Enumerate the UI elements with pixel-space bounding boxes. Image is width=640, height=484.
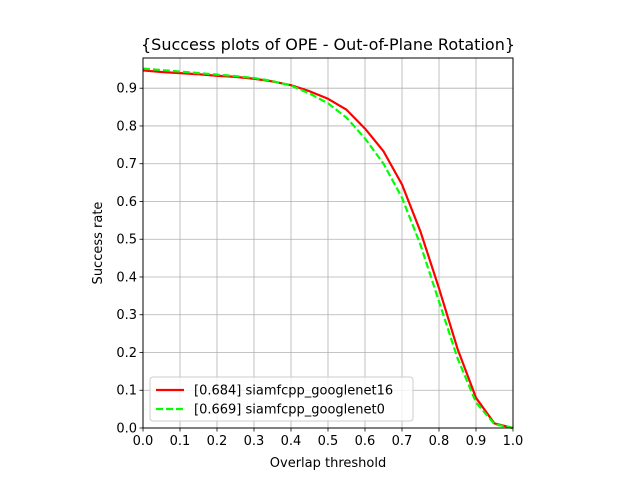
y-tick-label: 0.8 bbox=[116, 119, 137, 134]
x-tick-label: 0.0 bbox=[133, 434, 154, 449]
y-tick-label: 0.5 bbox=[116, 233, 137, 248]
x-tick-label: 0.9 bbox=[466, 434, 487, 449]
legend-box bbox=[149, 376, 414, 422]
x-tick-label: 0.7 bbox=[392, 434, 413, 449]
x-tick-label: 0.8 bbox=[429, 434, 450, 449]
x-tick-label: 0.6 bbox=[355, 434, 376, 449]
series-line-2 bbox=[142, 67, 514, 430]
axis-ticks: 0.0 0.1 0.2 0.3 0.4 0.5 0.6 0.7 0.8 0.9 1.0 0.0 0.1 0… bbox=[116, 82, 523, 449]
y-axis-label: Success rate bbox=[91, 202, 106, 285]
x-tick-label: 1.0 bbox=[503, 434, 524, 449]
y-tick-label: 0.4 bbox=[116, 270, 137, 285]
x-tick-label: 0.5 bbox=[318, 434, 339, 449]
x-tick-label: 0.4 bbox=[281, 434, 302, 449]
series-line-1 bbox=[142, 69, 514, 430]
legend: [0.684] siamfcpp_googlenet16 [0.669] sia… bbox=[149, 376, 414, 422]
legend-label-series-2: [0.669] siamfcpp_googlenet0 bbox=[194, 403, 385, 418]
x-tick-label: 0.3 bbox=[244, 434, 265, 449]
x-tick-label: 0.2 bbox=[207, 434, 228, 449]
y-tick-label: 0.0 bbox=[116, 422, 137, 437]
x-tick-label: 0.1 bbox=[170, 434, 191, 449]
y-tick-label: 0.6 bbox=[116, 195, 137, 210]
legend-label-series-1: [0.684] siamfcpp_googlenet16 bbox=[194, 384, 393, 399]
y-tick-label: 0.1 bbox=[116, 384, 137, 399]
y-tick-label: 0.3 bbox=[116, 308, 137, 323]
x-axis-label: Overlap threshold bbox=[270, 456, 386, 471]
chart-title: {Success plots of OPE - Out-of-Plane Rot… bbox=[141, 35, 515, 54]
plot-lines bbox=[142, 67, 514, 430]
y-tick-label: 0.2 bbox=[116, 346, 137, 361]
y-tick-label: 0.7 bbox=[116, 157, 137, 172]
y-tick-label: 0.9 bbox=[116, 82, 137, 97]
